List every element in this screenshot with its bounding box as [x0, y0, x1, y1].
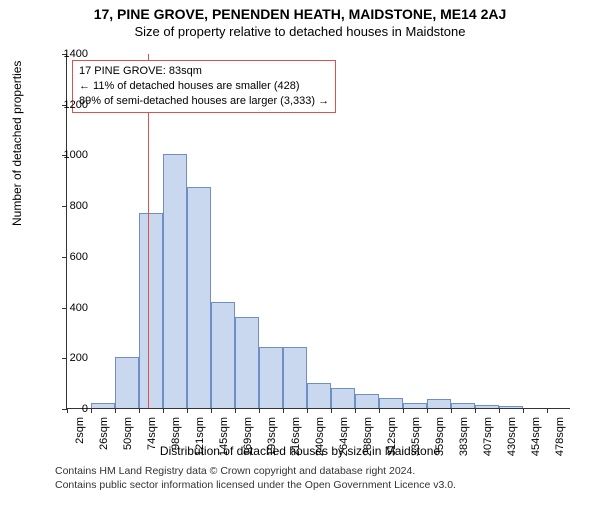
histogram-bar	[235, 317, 259, 408]
plot-area: 17 PINE GROVE: 83sqm← 11% of detached ho…	[66, 54, 570, 409]
footer-line1: Contains HM Land Registry data © Crown c…	[55, 464, 456, 478]
footer-copyright: Contains HM Land Registry data © Crown c…	[55, 464, 456, 492]
xtick-label: 454sqm	[530, 417, 542, 456]
ytick-label: 800	[70, 200, 88, 212]
histogram-bar	[211, 302, 235, 409]
histogram-bar	[283, 347, 307, 408]
histogram-bar	[259, 347, 283, 408]
ytick-label: 1200	[64, 99, 88, 111]
page-subtitle: Size of property relative to detached ho…	[0, 24, 600, 39]
xtick-mark	[475, 408, 476, 413]
xtick-label: 121sqm	[194, 417, 206, 456]
histogram-bar	[91, 403, 115, 408]
histogram-bar	[403, 403, 427, 408]
annotation-line: 89% of semi-detached houses are larger (…	[79, 94, 329, 109]
ytick-label: 200	[70, 352, 88, 364]
chart-area: 17 PINE GROVE: 83sqm← 11% of detached ho…	[66, 54, 570, 409]
ytick-label: 0	[82, 403, 88, 415]
xtick-mark	[259, 408, 260, 413]
xtick-mark	[451, 408, 452, 413]
xtick-mark	[211, 408, 212, 413]
histogram-bar	[139, 213, 163, 408]
xtick-mark	[523, 408, 524, 413]
histogram-bar	[451, 403, 475, 408]
xtick-label: 383sqm	[458, 417, 470, 456]
histogram-bar	[331, 388, 355, 408]
ytick-mark	[62, 308, 67, 309]
xtick-label: 50sqm	[122, 417, 134, 450]
xtick-mark	[355, 408, 356, 413]
xtick-label: 193sqm	[266, 417, 278, 456]
xtick-label: 98sqm	[170, 417, 182, 450]
xtick-label: 359sqm	[434, 417, 446, 456]
ytick-mark	[62, 358, 67, 359]
xtick-label: 312sqm	[386, 417, 398, 456]
xtick-mark	[163, 408, 164, 413]
xtick-label: 216sqm	[290, 417, 302, 456]
xtick-label: 478sqm	[554, 417, 566, 456]
xtick-mark	[499, 408, 500, 413]
xtick-mark	[427, 408, 428, 413]
histogram-bar	[163, 154, 187, 408]
page-title: 17, PINE GROVE, PENENDEN HEATH, MAIDSTON…	[0, 6, 600, 22]
ytick-label: 1400	[64, 48, 88, 60]
xtick-mark	[547, 408, 548, 413]
xtick-mark	[331, 408, 332, 413]
xtick-mark	[67, 408, 68, 413]
xtick-mark	[283, 408, 284, 413]
ytick-label: 400	[70, 302, 88, 314]
xtick-label: 145sqm	[218, 417, 230, 456]
histogram-bar	[499, 406, 523, 408]
annotation-box: 17 PINE GROVE: 83sqm← 11% of detached ho…	[72, 60, 336, 113]
xtick-label: 264sqm	[338, 417, 350, 456]
ytick-label: 1000	[64, 149, 88, 161]
xtick-mark	[235, 408, 236, 413]
ytick-mark	[62, 257, 67, 258]
annotation-line: 17 PINE GROVE: 83sqm	[79, 64, 329, 79]
xtick-label: 407sqm	[482, 417, 494, 456]
xtick-mark	[91, 408, 92, 413]
xtick-mark	[307, 408, 308, 413]
histogram-bar	[115, 357, 139, 408]
xtick-label: 169sqm	[242, 417, 254, 456]
xtick-label: 74sqm	[146, 417, 158, 450]
histogram-bar	[379, 398, 403, 408]
y-axis-label: Number of detached properties	[10, 61, 24, 226]
histogram-bar	[427, 399, 451, 408]
xtick-label: 26sqm	[98, 417, 110, 450]
xtick-label: 430sqm	[506, 417, 518, 456]
histogram-bar	[187, 187, 211, 408]
xtick-mark	[139, 408, 140, 413]
xtick-mark	[379, 408, 380, 413]
xtick-mark	[115, 408, 116, 413]
xtick-label: 2sqm	[74, 417, 86, 444]
ytick-label: 600	[70, 251, 88, 263]
footer-line2: Contains public sector information licen…	[55, 478, 456, 492]
xtick-label: 288sqm	[362, 417, 374, 456]
xtick-mark	[403, 408, 404, 413]
histogram-bar	[475, 405, 499, 408]
annotation-line: ← 11% of detached houses are smaller (42…	[79, 79, 329, 94]
histogram-bar	[355, 394, 379, 408]
histogram-bar	[307, 383, 331, 408]
ytick-mark	[62, 206, 67, 207]
xtick-label: 335sqm	[410, 417, 422, 456]
xtick-label: 240sqm	[314, 417, 326, 456]
xtick-mark	[187, 408, 188, 413]
